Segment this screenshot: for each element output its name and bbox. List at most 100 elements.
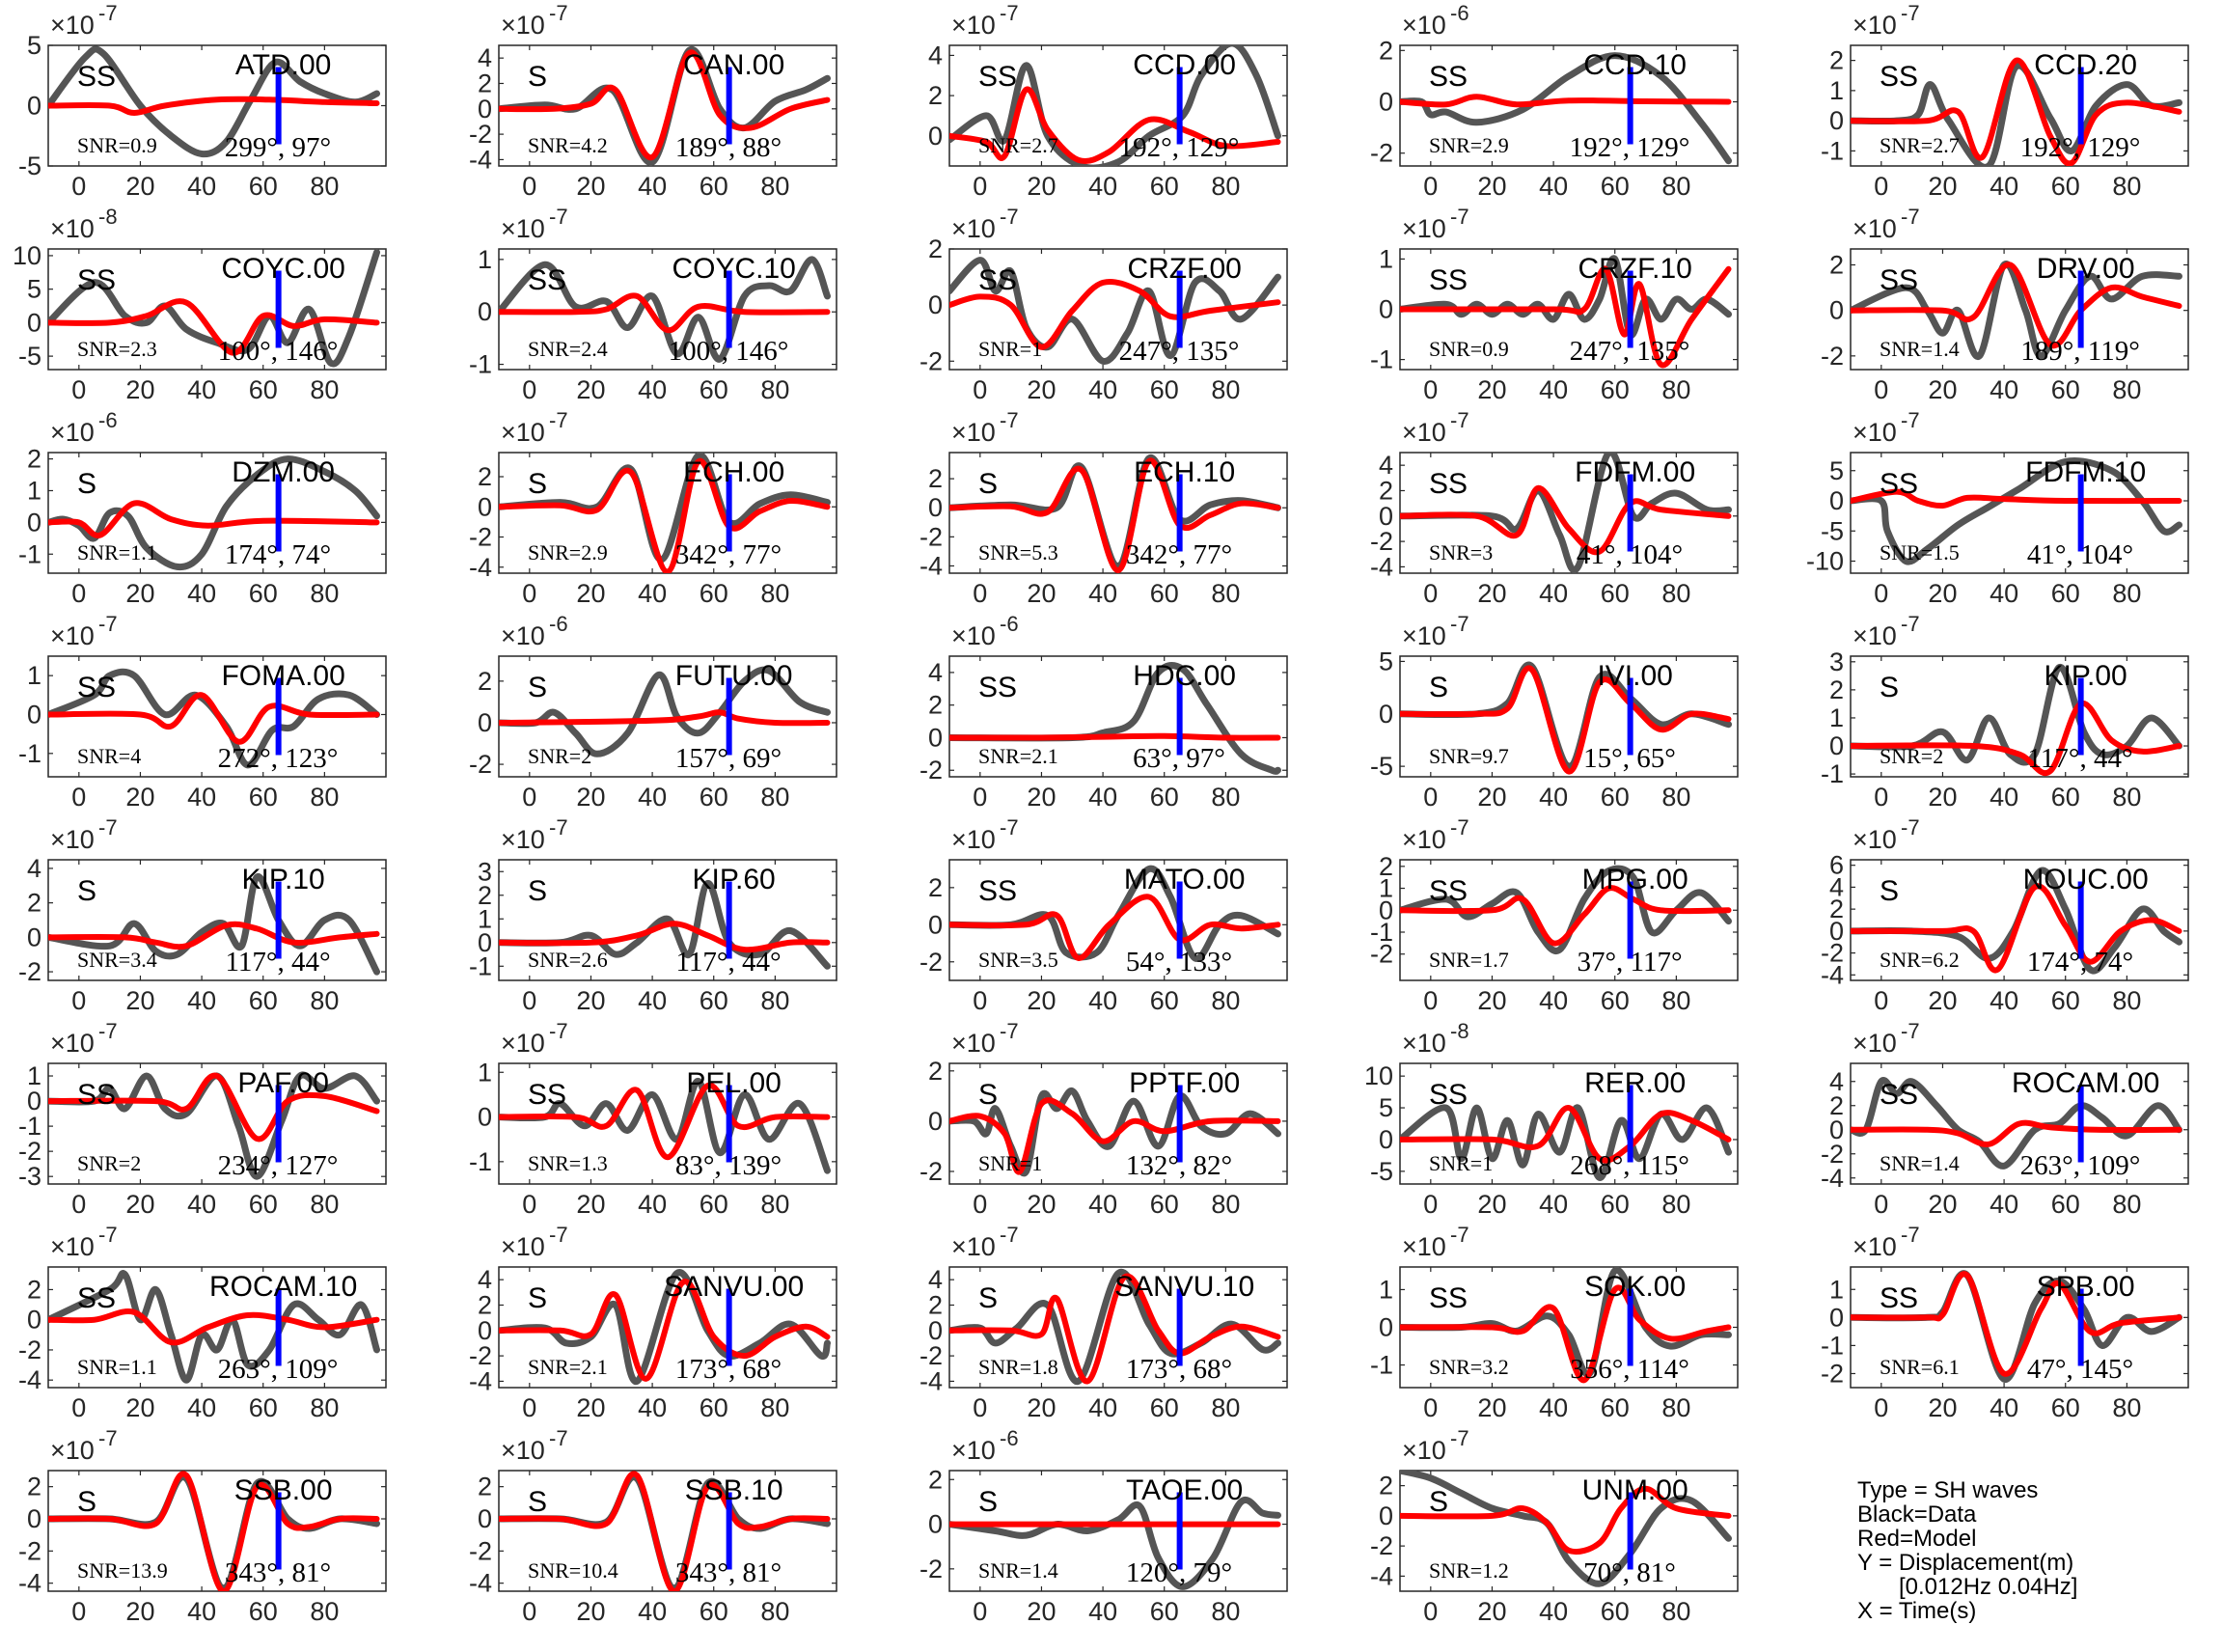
x-tick-label: 80 [760, 1393, 789, 1422]
station-label: ROCAM.00 [2012, 1067, 2159, 1099]
snr-label: SNR=4 [77, 744, 141, 768]
x-tick-label: 80 [760, 1597, 789, 1626]
panel-futu-00: 0 20 40 60 80 -2 0 2 ×10 -6 FUTU.00 S SNR=2 157°, 69° [469, 612, 837, 812]
y-tick-label: 0 [1829, 296, 1844, 325]
y-tick-label: 0 [478, 492, 492, 521]
y-tick-label: 1 [478, 1058, 492, 1087]
y-exponent-base: ×10 [1852, 1232, 1897, 1261]
x-tick-label: 80 [310, 1597, 339, 1626]
y-tick-label: 4 [1829, 1067, 1844, 1096]
x-tick-label: 80 [1211, 986, 1240, 1015]
station-label: SSB.10 [685, 1474, 783, 1506]
y-tick-label: 0 [478, 1316, 492, 1345]
x-tick-label: 60 [2051, 579, 2080, 608]
y-tick-label: -2 [1821, 1140, 1844, 1169]
y-exponent-base: ×10 [50, 1029, 95, 1058]
y-tick-label: 0 [27, 922, 41, 951]
phase-label: S [978, 468, 998, 500]
y-exponent-base: ×10 [951, 1436, 996, 1465]
station-label: UNM.00 [1582, 1474, 1688, 1506]
x-tick-label: 60 [1150, 1393, 1179, 1422]
y-tick-label: 0 [27, 700, 41, 729]
legend-line-data: Black=Data [1857, 1501, 1977, 1528]
x-tick-label: 40 [1990, 1393, 2018, 1422]
model-trace [1400, 484, 1732, 556]
axes-frame [47, 859, 387, 981]
x-tick-label: 80 [310, 783, 339, 812]
snr-label: SNR=1.4 [1880, 1151, 1960, 1175]
y-tick-label: -2 [919, 346, 943, 375]
azimuth-angle-label: 41°, 104° [2027, 539, 2133, 570]
model-trace [949, 279, 1281, 350]
snr-label: SNR=13.9 [77, 1558, 168, 1583]
x-tick-label: 0 [71, 1190, 86, 1219]
snr-label: SNR=0.9 [77, 133, 157, 157]
x-tick-label: 0 [973, 783, 987, 812]
model-trace [499, 1082, 831, 1161]
x-tick-label: 0 [1423, 579, 1438, 608]
model-trace [1400, 665, 1732, 775]
y-exponent-power: -7 [1450, 1426, 1469, 1450]
azimuth-angle-label: 117°, 44° [225, 947, 330, 977]
x-tick-label: 80 [760, 986, 789, 1015]
x-tick-label: 80 [1661, 579, 1690, 608]
panel-coyc-00: 0 20 40 60 80 -5 0 5 10 ×10 -8 COYC.00 SS SNR=2.3 100°… [13, 205, 387, 404]
y-tick-label: 4 [1379, 451, 1393, 480]
model-trace [48, 500, 380, 538]
y-tick-label: -1 [1370, 918, 1393, 947]
y-tick-label: -4 [1821, 1164, 1844, 1193]
snr-label: SNR=6.1 [1880, 1355, 1960, 1379]
y-exponent-power: -7 [1901, 1019, 1920, 1043]
azimuth-angle-label: 83°, 139° [675, 1150, 782, 1181]
x-tick-label: 60 [700, 172, 728, 201]
x-tick-label: 40 [1088, 986, 1117, 1015]
y-tick-label: -2 [469, 1341, 492, 1370]
x-tick-label: 40 [187, 1190, 216, 1219]
x-tick-label: 80 [2112, 1393, 2141, 1422]
y-exponent-base: ×10 [501, 825, 545, 854]
y-tick-label: 2 [27, 445, 41, 474]
x-tick-label: 20 [1928, 1190, 1957, 1219]
y-tick-label: 0 [27, 308, 41, 337]
y-tick-label: 2 [928, 464, 943, 493]
y-tick-label: -2 [919, 948, 943, 977]
x-tick-label: 60 [249, 579, 278, 608]
y-tick-label: 1 [1379, 1275, 1393, 1304]
x-tick-label: 60 [2051, 783, 2080, 812]
x-tick-label: 20 [1928, 986, 1957, 1015]
station-label: NOUC.00 [2023, 864, 2149, 895]
station-label: CCD.10 [1583, 49, 1687, 81]
azimuth-angle-label: 189°, 119° [2020, 336, 2140, 367]
azimuth-angle-label: 192°, 129° [2020, 132, 2141, 163]
x-tick-label: 40 [187, 1597, 216, 1626]
phase-label: S [978, 1486, 998, 1518]
phase-label: S [1429, 672, 1448, 703]
y-tick-label: 0 [928, 1107, 943, 1136]
y-tick-label: -2 [1821, 1359, 1844, 1388]
station-label: SANVU.10 [1114, 1271, 1254, 1303]
model-trace [48, 1308, 380, 1346]
y-tick-label: -10 [1806, 547, 1844, 576]
y-exponent-base: ×10 [951, 418, 996, 447]
x-tick-label: 60 [1150, 1597, 1179, 1626]
y-tick-label: 2 [27, 1275, 41, 1304]
azimuth-angle-label: 132°, 82° [1126, 1150, 1232, 1181]
snr-label: SNR=2.7 [978, 133, 1058, 157]
y-tick-label: -2 [1370, 940, 1393, 969]
y-tick-label: 0 [27, 508, 41, 537]
x-tick-label: 40 [1990, 579, 2018, 608]
x-tick-label: 40 [638, 172, 667, 201]
x-tick-label: 0 [973, 1597, 987, 1626]
x-tick-label: 80 [2112, 375, 2141, 404]
snr-label: SNR=2.6 [528, 948, 608, 972]
model-trace [949, 457, 1281, 573]
x-tick-label: 60 [1601, 1597, 1630, 1626]
azimuth-angle-label: 192°, 129° [1570, 132, 1690, 163]
legend-line-band: [0.012Hz 0.04Hz] [1899, 1574, 2077, 1600]
phase-label: S [528, 61, 547, 93]
data-trace [1851, 867, 2182, 975]
x-tick-label: 60 [1601, 1393, 1630, 1422]
y-tick-label: 2 [928, 234, 943, 263]
